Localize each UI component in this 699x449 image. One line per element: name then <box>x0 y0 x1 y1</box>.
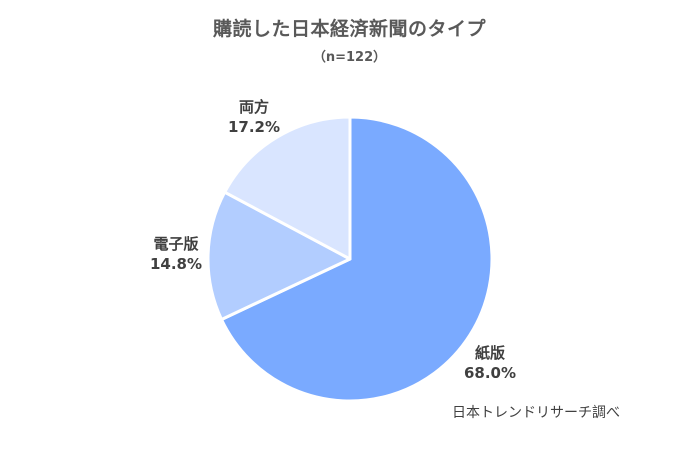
pie-slice-both <box>223 115 352 261</box>
slice-label-both: 両方 17.2% <box>219 97 289 137</box>
slice-value-paper: 68.0% <box>463 364 517 382</box>
slice-category-paper: 紙版 <box>474 344 505 362</box>
slice-value-both: 17.2% <box>227 118 281 136</box>
pie-slice-paper <box>220 115 494 403</box>
slice-label-paper: 紙版 68.0% <box>455 343 525 383</box>
slice-category-digital: 電子版 <box>153 235 199 253</box>
chart-subtitle: （n=122） <box>312 50 387 65</box>
slice-value-digital: 14.8% <box>149 255 203 273</box>
source-note: 日本トレンドリサーチ調べ <box>452 405 620 421</box>
chart-title: 購読した日本経済新聞のタイプ <box>212 18 486 40</box>
slice-label-digital: 電子版 14.8% <box>141 234 211 274</box>
slice-category-both: 両方 <box>238 98 269 116</box>
pie-slice-digital <box>206 190 352 321</box>
